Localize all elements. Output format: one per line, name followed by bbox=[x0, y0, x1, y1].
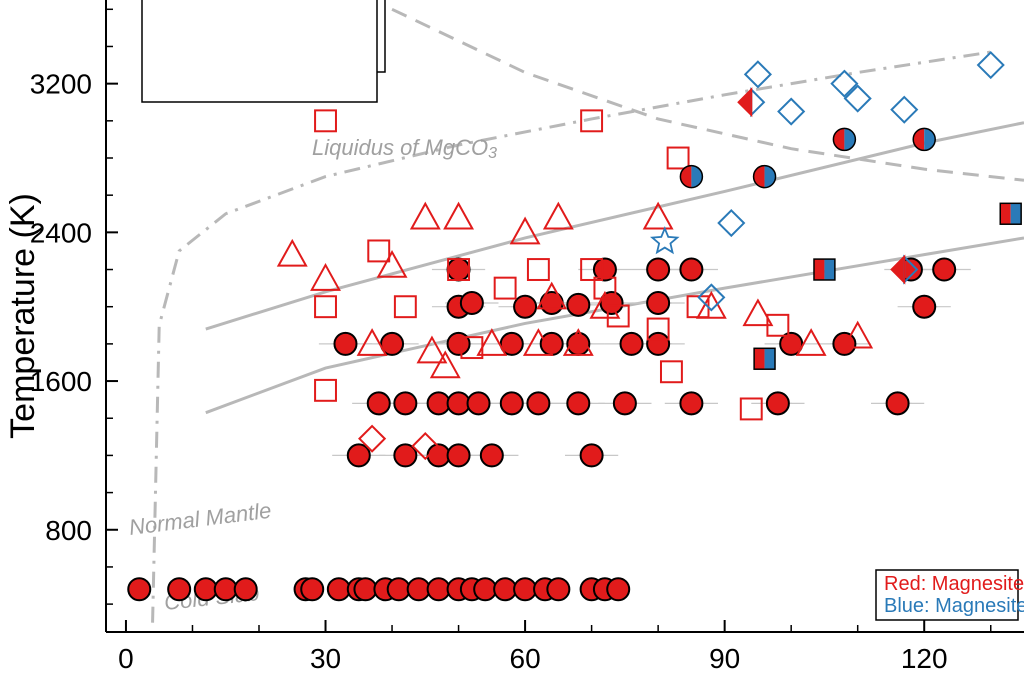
annotation: Normal Mantle bbox=[128, 498, 273, 540]
x-tick-label: 30 bbox=[310, 643, 341, 674]
color-key-label: Red: Magnesite bbox=[884, 573, 1024, 595]
annotation-text: Normal Mantle bbox=[128, 498, 273, 540]
x-tick-label: 90 bbox=[709, 643, 740, 674]
scatter-plot: 0306090120800160024003200Temperature (K)… bbox=[0, 0, 1024, 675]
x-tick-label: 120 bbox=[901, 643, 948, 674]
annotation-text: Liquidus of MgCO3 bbox=[312, 135, 497, 162]
x-tick-label: 60 bbox=[510, 643, 541, 674]
color-key-label: Blue: Magnesite-II bbox=[884, 595, 1024, 617]
annotation: Liquidus of MgCO3 bbox=[312, 135, 497, 162]
x-tick-label: 0 bbox=[118, 643, 134, 674]
y-tick-label: 800 bbox=[45, 515, 92, 546]
chart-container: { "chart_type":"scatter", "width":1024,"… bbox=[0, 0, 1024, 675]
y-tick-label: 3200 bbox=[30, 69, 92, 100]
y-axis-label: Temperature (K) bbox=[4, 193, 42, 439]
